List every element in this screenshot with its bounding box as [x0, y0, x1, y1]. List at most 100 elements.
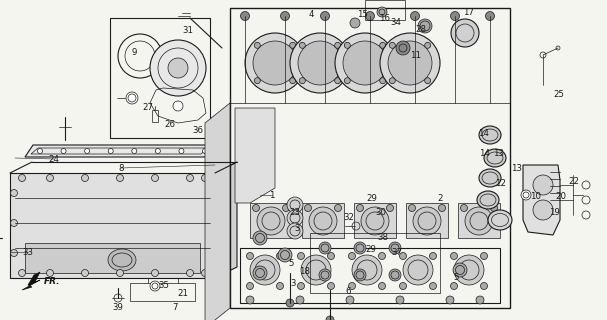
Text: 31: 31 — [183, 26, 194, 35]
Circle shape — [253, 204, 260, 212]
Circle shape — [335, 33, 395, 93]
Text: 29: 29 — [367, 194, 378, 203]
Circle shape — [350, 18, 360, 28]
Circle shape — [152, 269, 158, 276]
Circle shape — [245, 33, 305, 93]
Circle shape — [450, 252, 458, 260]
Circle shape — [297, 283, 305, 290]
Ellipse shape — [477, 191, 499, 209]
Circle shape — [453, 263, 467, 277]
Text: 2: 2 — [437, 194, 443, 203]
Text: 22: 22 — [569, 177, 580, 186]
Circle shape — [298, 41, 342, 85]
Circle shape — [430, 283, 436, 290]
Circle shape — [403, 255, 433, 285]
Circle shape — [389, 269, 401, 281]
Text: 14: 14 — [480, 148, 490, 157]
Circle shape — [287, 197, 303, 213]
Circle shape — [132, 148, 137, 154]
Circle shape — [476, 296, 484, 304]
Circle shape — [346, 296, 354, 304]
Circle shape — [450, 283, 458, 290]
Circle shape — [399, 283, 407, 290]
Circle shape — [309, 207, 337, 235]
Circle shape — [486, 12, 495, 20]
Circle shape — [379, 252, 385, 260]
Text: FR.: FR. — [44, 276, 61, 285]
Circle shape — [299, 78, 305, 84]
Circle shape — [290, 42, 296, 48]
Circle shape — [461, 204, 467, 212]
Circle shape — [202, 269, 208, 276]
Circle shape — [117, 174, 123, 181]
Circle shape — [296, 296, 304, 304]
Bar — [25, 243, 200, 273]
Text: 39: 39 — [112, 302, 123, 311]
Circle shape — [117, 269, 123, 276]
Circle shape — [81, 174, 89, 181]
Ellipse shape — [479, 169, 501, 187]
Circle shape — [425, 42, 431, 48]
Circle shape — [254, 42, 260, 48]
Circle shape — [320, 12, 330, 20]
Bar — [458, 203, 500, 238]
Circle shape — [354, 269, 366, 281]
Circle shape — [380, 33, 440, 93]
Text: 13: 13 — [493, 148, 504, 157]
Circle shape — [430, 252, 436, 260]
Circle shape — [168, 58, 188, 78]
Bar — [130, 283, 195, 301]
Circle shape — [10, 220, 18, 227]
Circle shape — [84, 148, 90, 154]
Circle shape — [533, 175, 553, 195]
Text: 4: 4 — [308, 10, 314, 19]
Circle shape — [377, 7, 387, 17]
Circle shape — [150, 40, 206, 96]
Circle shape — [396, 296, 404, 304]
Circle shape — [438, 204, 446, 212]
Circle shape — [203, 148, 208, 154]
Text: 12: 12 — [495, 179, 506, 188]
Text: 15: 15 — [358, 10, 368, 19]
Bar — [354, 203, 396, 238]
Bar — [230, 8, 510, 308]
Circle shape — [481, 252, 487, 260]
Text: 26: 26 — [164, 119, 175, 129]
Circle shape — [299, 42, 305, 48]
Circle shape — [354, 242, 366, 254]
Circle shape — [250, 255, 280, 285]
Circle shape — [365, 12, 375, 20]
Circle shape — [334, 78, 341, 84]
Circle shape — [481, 283, 487, 290]
Ellipse shape — [488, 210, 512, 230]
Text: 23: 23 — [290, 207, 300, 217]
Circle shape — [286, 299, 294, 307]
Text: 34: 34 — [390, 18, 401, 27]
Circle shape — [413, 207, 441, 235]
Circle shape — [490, 204, 498, 212]
Circle shape — [208, 220, 214, 227]
Circle shape — [202, 174, 208, 181]
Circle shape — [257, 207, 285, 235]
Circle shape — [10, 250, 18, 257]
Circle shape — [410, 12, 419, 20]
Circle shape — [18, 174, 25, 181]
Circle shape — [38, 148, 42, 154]
Text: 36: 36 — [192, 125, 203, 134]
Circle shape — [277, 252, 283, 260]
Text: 32: 32 — [344, 212, 354, 221]
Text: 33: 33 — [22, 247, 33, 257]
Text: 8: 8 — [118, 164, 124, 172]
Circle shape — [290, 78, 296, 84]
Polygon shape — [205, 103, 230, 320]
Circle shape — [454, 255, 484, 285]
Circle shape — [10, 189, 18, 196]
Circle shape — [425, 78, 431, 84]
Circle shape — [253, 231, 267, 245]
Circle shape — [253, 41, 297, 85]
Circle shape — [246, 296, 254, 304]
Text: 16: 16 — [379, 13, 390, 22]
Circle shape — [348, 283, 356, 290]
Circle shape — [280, 12, 290, 20]
Circle shape — [287, 210, 303, 226]
